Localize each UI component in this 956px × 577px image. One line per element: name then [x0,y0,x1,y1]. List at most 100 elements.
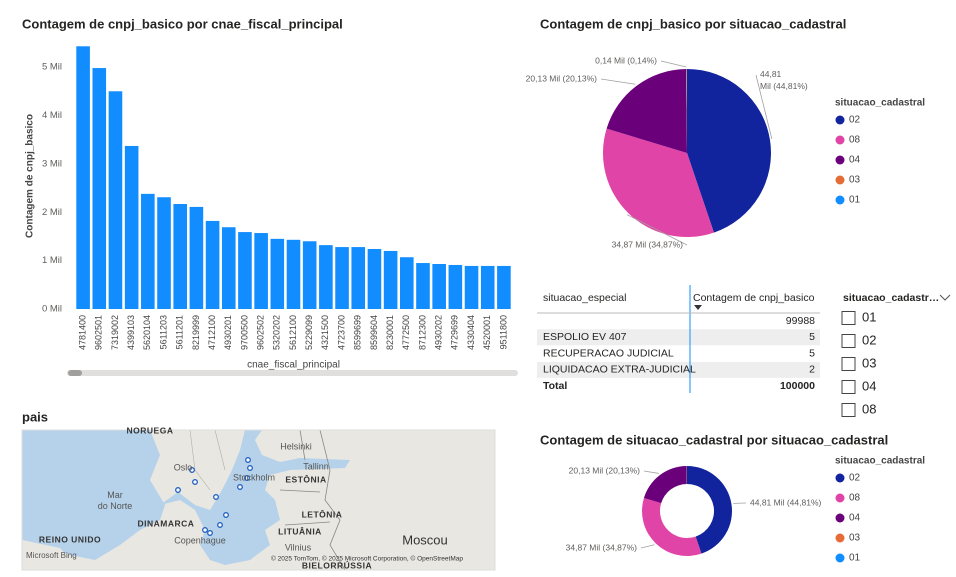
bar[interactable] [270,238,285,309]
x-tick-label: 4930202 [434,315,444,350]
bar[interactable] [205,220,220,309]
legend-marker[interactable] [835,553,845,563]
leader-line [755,74,773,140]
map-dot[interactable] [207,530,213,536]
legend-marker[interactable] [835,473,845,483]
map-dot[interactable] [189,467,195,473]
legend-marker[interactable] [835,155,845,165]
sort-arrow[interactable] [694,305,702,310]
checkbox[interactable] [841,357,856,371]
slicer-title: situacao_cadastr… [843,292,939,304]
pie-slice[interactable] [685,69,687,153]
donut-slice[interactable] [642,497,702,556]
bar[interactable] [335,247,349,309]
slicer-item[interactable]: 01 [862,309,876,324]
bar[interactable] [76,46,90,309]
map-label: Helsinki [280,441,312,451]
slicer-chevron[interactable] [939,294,951,301]
map-dot[interactable] [175,487,181,493]
legend-label[interactable]: 02 [849,115,861,126]
slicer-item[interactable]: 02 [862,332,876,347]
x-tick-label: 8219999 [191,315,201,350]
legend-label[interactable]: 04 [849,155,861,166]
map-label: Copenhague [174,535,226,545]
map-dot[interactable] [202,527,208,533]
bar[interactable] [367,249,382,309]
map-dot[interactable] [223,512,229,518]
legend-marker[interactable] [835,513,845,523]
map-border [189,430,226,491]
legend-label[interactable]: 08 [849,135,861,146]
map-dot[interactable] [217,522,223,528]
legend-title: situacao_cadastral [835,98,925,109]
pie-slice[interactable] [606,69,687,153]
bar[interactable] [141,193,155,309]
data-label: 34,87 Mil (34,87%) [612,239,684,249]
legend-marker[interactable] [835,115,845,125]
slicer-item[interactable]: 08 [862,401,876,416]
x-tick-label: 4781400 [77,315,87,350]
bar[interactable] [351,247,366,309]
map-dot[interactable] [244,475,250,481]
map-dot[interactable] [192,479,198,485]
bar[interactable] [480,265,495,309]
legend-label[interactable]: 08 [849,493,861,504]
donut-slice[interactable] [687,466,732,554]
legend-label[interactable]: 03 [849,175,861,186]
bar[interactable] [464,265,479,309]
legend-marker[interactable] [835,195,845,205]
bar[interactable] [238,232,252,309]
bar[interactable] [319,245,333,309]
bar[interactable] [302,241,317,309]
bar[interactable] [416,263,430,309]
pie-slice[interactable] [687,69,772,233]
bar[interactable] [448,264,463,309]
x-tick-label: 4772500 [401,315,411,350]
x-tick-label: 9602501 [94,315,104,350]
bar[interactable] [221,227,236,309]
bar[interactable] [254,233,268,309]
legend-label[interactable]: 02 [849,473,861,484]
bar[interactable] [286,239,301,309]
pie-slice[interactable] [603,128,714,237]
map-dot[interactable] [247,465,253,471]
bar[interactable] [124,145,139,309]
data-label: 44,81 Mil (44,81%) [750,497,822,507]
legend-label[interactable]: 01 [849,195,861,206]
map-dot[interactable] [213,494,219,500]
legend-marker[interactable] [835,135,845,145]
bar[interactable] [189,206,204,309]
map-logo: Microsoft Bing [26,551,77,560]
leader-line [626,214,688,246]
bar[interactable] [108,91,123,309]
table-cell: ESPOLIO EV 407 [543,331,627,343]
map-title: pais [22,409,48,424]
map-dot[interactable] [237,484,243,490]
legend-label[interactable]: 03 [849,533,861,544]
map[interactable] [22,430,495,570]
slicer-item[interactable]: 03 [862,355,876,370]
bar[interactable] [157,197,171,309]
legend-marker[interactable] [835,175,845,185]
legend-label[interactable]: 04 [849,513,861,524]
data-label: 20,13 Mil (20,13%) [526,73,598,83]
checkbox[interactable] [841,311,856,325]
bar[interactable] [497,265,511,309]
legend-label[interactable]: 01 [849,553,861,564]
slicer-item[interactable]: 04 [862,378,876,393]
checkbox[interactable] [841,334,856,348]
map-dot[interactable] [245,457,251,463]
x-tick-label: 9511800 [498,315,508,349]
bar[interactable] [399,257,414,309]
bar[interactable] [173,204,188,309]
legend-title: situacao_cadastral [835,456,925,467]
checkbox[interactable] [841,380,856,394]
bar[interactable] [432,264,446,309]
map-label: Stockholm [233,472,275,482]
bar[interactable] [383,250,398,309]
donut-slice[interactable] [643,466,687,504]
bar[interactable] [92,68,107,309]
legend-marker[interactable] [835,493,845,503]
checkbox[interactable] [841,403,856,417]
legend-marker[interactable] [835,533,845,543]
